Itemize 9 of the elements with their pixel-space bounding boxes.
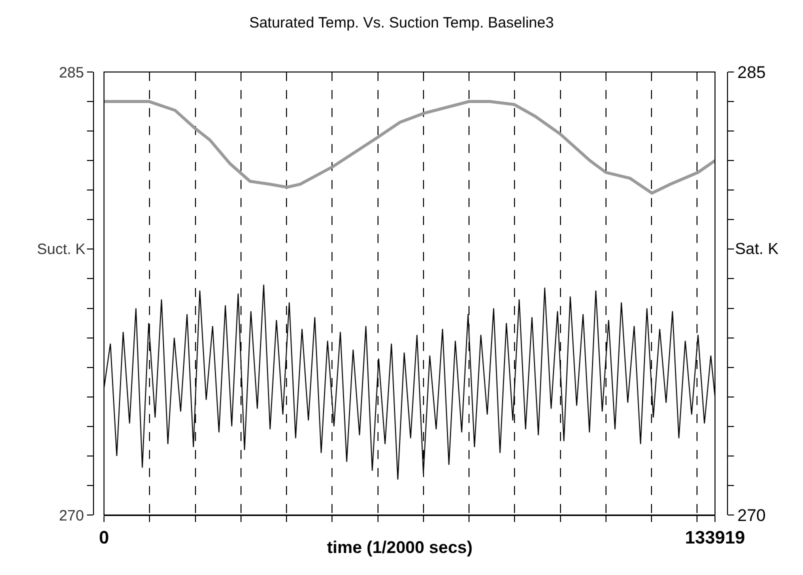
y2-tick-label: 270 [737, 506, 766, 525]
line-series [104, 100, 715, 195]
x-axis-title: time (1/2000 secs) [327, 538, 473, 557]
y-axis-title: Suct. K [37, 241, 86, 258]
y2-axis-title: Sat. K [735, 241, 779, 258]
y2-tick-label: 285 [737, 62, 766, 82]
chart-title: Saturated Temp. Vs. Suction Temp. Baseline3 [249, 14, 554, 32]
x-tick-label: 133919 [684, 528, 746, 548]
x-tick-label: 0 [98, 528, 110, 548]
